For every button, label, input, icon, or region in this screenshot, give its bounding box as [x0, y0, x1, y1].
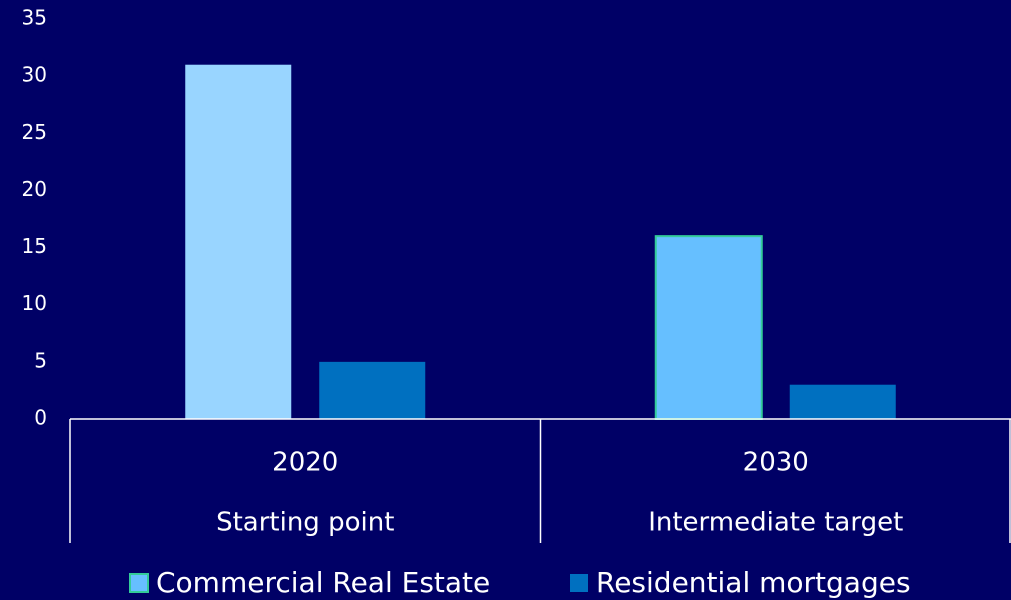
bar: [789, 384, 896, 419]
bar: [654, 235, 763, 420]
y-tick-label: 5: [34, 348, 47, 372]
y-tick-label: 35: [22, 6, 47, 30]
bar: [319, 361, 426, 419]
x-tick-label: 2030: [743, 448, 809, 478]
y-tick-label: 25: [22, 120, 47, 144]
legend-swatch: [129, 573, 149, 593]
legend-label: Commercial Real Estate: [156, 566, 490, 599]
y-tick-label: 20: [22, 177, 47, 201]
x-group-label: Starting point: [216, 508, 394, 538]
bar: [185, 64, 292, 419]
y-tick-label: 15: [22, 234, 47, 258]
x-tick-label: 2020: [272, 448, 338, 478]
legend-label: Residential mortgages: [596, 566, 911, 599]
y-tick-label: 0: [34, 406, 47, 430]
legend-swatch: [570, 574, 588, 592]
x-group-label: Intermediate target: [648, 508, 903, 538]
y-tick-label: 10: [22, 291, 47, 315]
y-tick-label: 30: [22, 63, 47, 87]
